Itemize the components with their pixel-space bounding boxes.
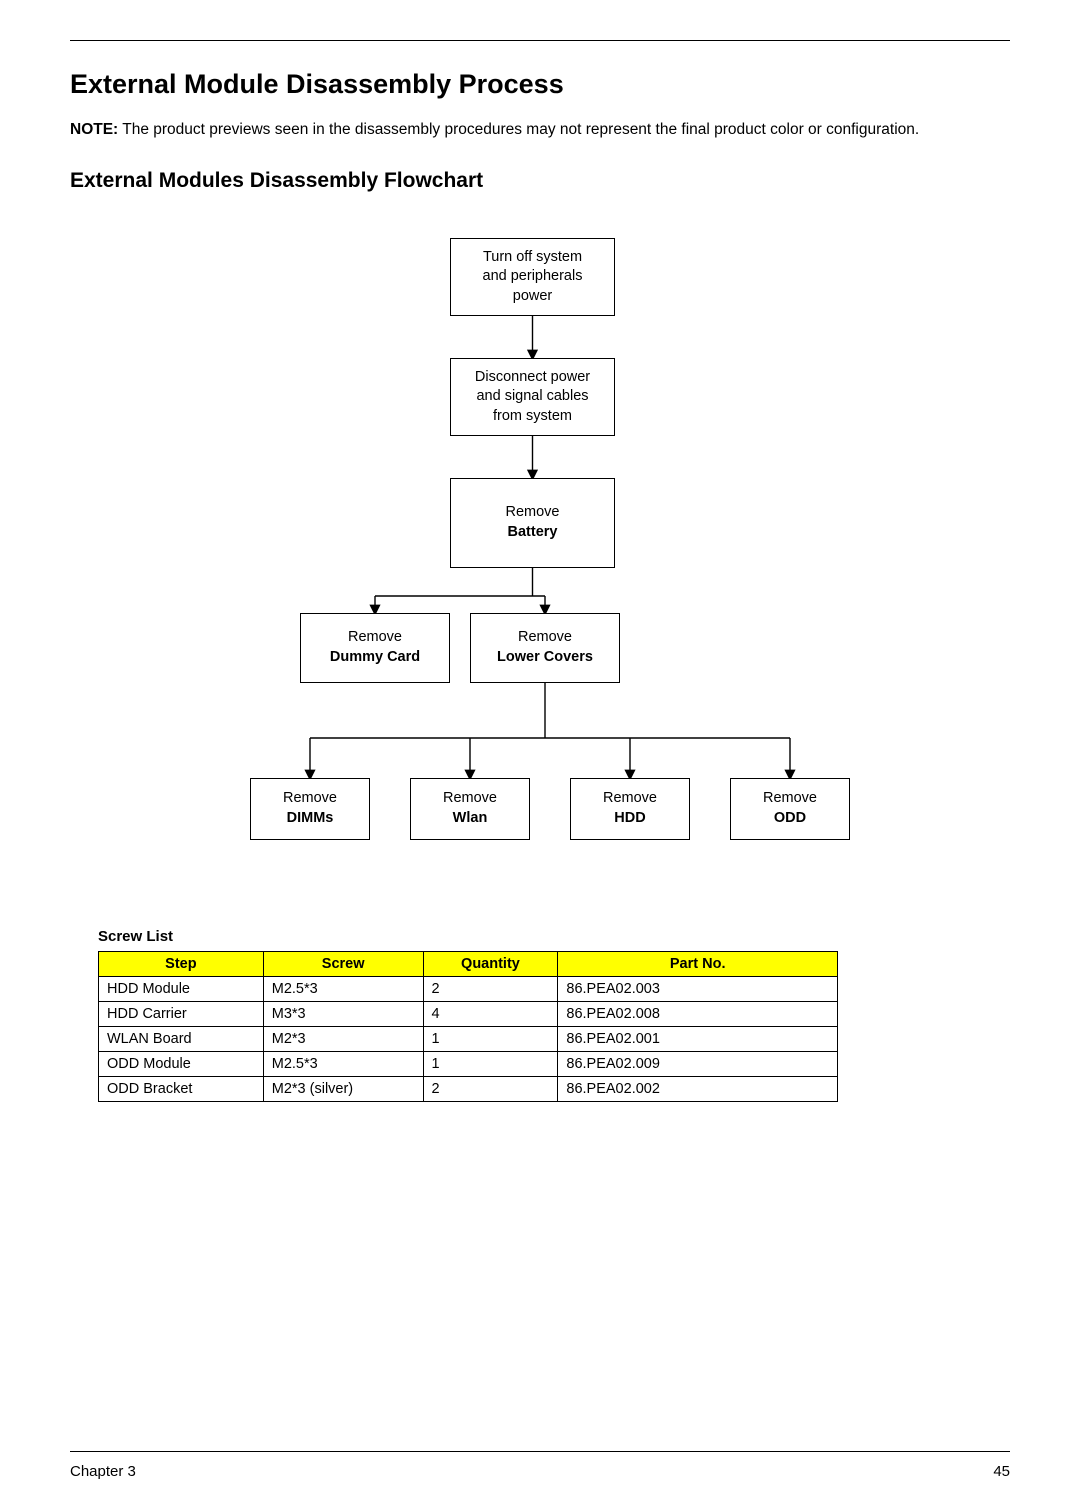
flowchart-node: RemoveBattery bbox=[450, 478, 615, 568]
subtitle: External Modules Disassembly Flowchart bbox=[70, 169, 1010, 193]
flowchart-node: RemoveDIMMs bbox=[250, 778, 370, 840]
flowchart-node: RemoveDummy Card bbox=[300, 613, 450, 683]
note-paragraph: NOTE: The product previews seen in the d… bbox=[70, 120, 1010, 141]
flowchart: Turn off systemand peripheralspower Disco… bbox=[130, 238, 950, 898]
flowchart-node: Turn off systemand peripheralspower bbox=[450, 238, 615, 316]
footer-left: Chapter 3 bbox=[70, 1463, 136, 1480]
table-row: HDD ModuleM2.5*3286.PEA02.003 bbox=[99, 976, 838, 1001]
table-header-cell: Part No. bbox=[558, 951, 838, 976]
screw-list-heading: Screw List bbox=[98, 928, 1010, 945]
bottom-rule bbox=[70, 1451, 1010, 1452]
table-header-cell: Step bbox=[99, 951, 264, 976]
table-header-cell: Quantity bbox=[423, 951, 558, 976]
table-header-cell: Screw bbox=[263, 951, 423, 976]
flowchart-node: Disconnect powerand signal cablesfrom sy… bbox=[450, 358, 615, 436]
table-row: WLAN BoardM2*3186.PEA02.001 bbox=[99, 1026, 838, 1051]
top-rule bbox=[70, 40, 1010, 41]
page-footer: Chapter 3 45 bbox=[70, 1463, 1010, 1480]
table-row: ODD ModuleM2.5*3186.PEA02.009 bbox=[99, 1051, 838, 1076]
note-text: The product previews seen in the disasse… bbox=[118, 121, 919, 138]
screw-table: StepScrewQuantityPart No.HDD ModuleM2.5*… bbox=[98, 951, 838, 1102]
flowchart-node: RemoveWlan bbox=[410, 778, 530, 840]
flowchart-node: RemoveHDD bbox=[570, 778, 690, 840]
page-title: External Module Disassembly Process bbox=[70, 69, 1010, 100]
footer-right: 45 bbox=[993, 1463, 1010, 1480]
flowchart-node: RemoveODD bbox=[730, 778, 850, 840]
table-row: HDD CarrierM3*3486.PEA02.008 bbox=[99, 1001, 838, 1026]
table-row: ODD BracketM2*3 (silver)286.PEA02.002 bbox=[99, 1076, 838, 1101]
note-label: NOTE: bbox=[70, 121, 118, 138]
flowchart-node: RemoveLower Covers bbox=[470, 613, 620, 683]
